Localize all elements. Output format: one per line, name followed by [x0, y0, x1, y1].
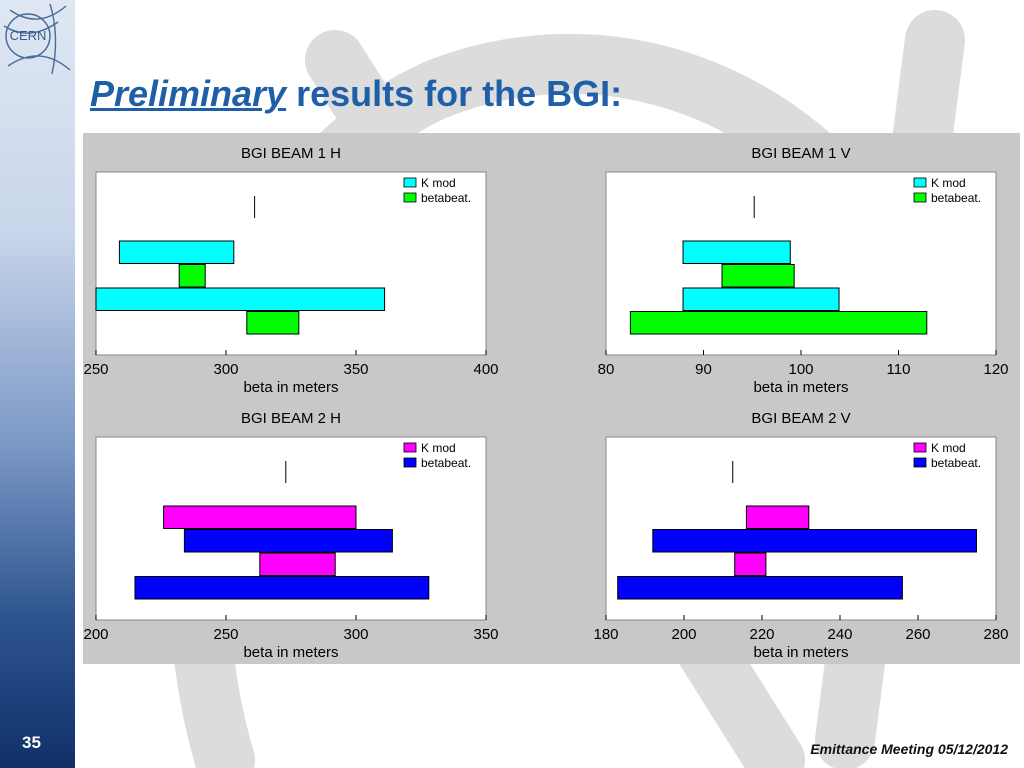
- x-tick-label: 100: [788, 361, 813, 378]
- charts-canvas: BGI BEAM 1 H 250 300 350 400 beta in meters K …: [83, 145, 1009, 661]
- title-rest: results for the BGI:: [296, 73, 623, 114]
- bar: [95, 287, 386, 311]
- x-tick-label: 260: [905, 626, 930, 643]
- bar: [259, 552, 336, 576]
- bar: [183, 529, 393, 553]
- slide-sidebar: CERN 35: [0, 0, 75, 768]
- chart-title: BGI BEAM 2 V: [751, 410, 850, 427]
- legend-swatch: [403, 192, 417, 203]
- x-tick-label: 400: [473, 361, 498, 378]
- slide-title: Preliminary results for the BGI:: [90, 73, 622, 115]
- x-tick-label: 220: [749, 626, 774, 643]
- legend-label: K mod: [421, 176, 456, 190]
- x-tick-label: 90: [695, 361, 712, 378]
- legend-swatch: [913, 457, 927, 468]
- x-tick-label: 240: [827, 626, 852, 643]
- bar: [134, 576, 430, 600]
- legend-label: betabeat.: [931, 456, 981, 470]
- bar: [652, 529, 977, 553]
- bar: [246, 311, 300, 335]
- chart-2: BGI BEAM 1 V 80 90 100 110 120 beta in meters K…: [598, 145, 1009, 396]
- x-tick-label: 250: [213, 626, 238, 643]
- legend-label: K mod: [421, 441, 456, 455]
- bar: [629, 311, 928, 335]
- x-axis-label: beta in meters: [243, 644, 338, 661]
- x-tick-label: 280: [983, 626, 1008, 643]
- legend-label: K mod: [931, 176, 966, 190]
- bar: [745, 505, 810, 529]
- bar: [617, 576, 903, 600]
- x-axis-label: beta in meters: [753, 379, 848, 396]
- x-tick-label: 300: [343, 626, 368, 643]
- x-axis-label: beta in meters: [753, 644, 848, 661]
- legend-label: K mod: [931, 441, 966, 455]
- x-tick-label: 350: [343, 361, 368, 378]
- chart-3: BGI BEAM 2 H 200 250 300 350 beta in meters K …: [83, 410, 498, 661]
- x-tick-label: 120: [983, 361, 1008, 378]
- bar: [734, 552, 767, 576]
- bar: [682, 287, 840, 311]
- x-tick-label: 80: [598, 361, 615, 378]
- x-tick-label: 110: [887, 361, 911, 378]
- chart-4: BGI BEAM 2 V 180 200 220 240 260 280 beta in me…: [593, 410, 1008, 661]
- x-tick-label: 200: [671, 626, 696, 643]
- svg-text:CERN: CERN: [10, 28, 47, 43]
- legend-swatch: [403, 457, 417, 468]
- legend-label: betabeat.: [421, 456, 471, 470]
- x-tick-label: 350: [473, 626, 498, 643]
- bar: [721, 264, 795, 288]
- chart-title: BGI BEAM 1 V: [751, 145, 850, 162]
- x-tick-label: 180: [593, 626, 618, 643]
- x-tick-label: 200: [83, 626, 108, 643]
- x-tick-label: 250: [83, 361, 108, 378]
- chart-1: BGI BEAM 1 H 250 300 350 400 beta in meters K …: [83, 145, 498, 396]
- chart-title: BGI BEAM 1 H: [241, 145, 341, 162]
- title-emphasis: Preliminary: [90, 73, 287, 114]
- legend-swatch: [913, 442, 927, 453]
- chart-title: BGI BEAM 2 H: [241, 410, 341, 427]
- slide-footer: Emittance Meeting 05/12/2012: [810, 741, 1008, 757]
- bar: [118, 240, 235, 264]
- legend-swatch: [403, 442, 417, 453]
- legend-swatch: [913, 192, 927, 203]
- charts-panel: BGI BEAM 1 H 250 300 350 400 beta in meters K …: [83, 133, 1020, 664]
- legend-swatch: [403, 177, 417, 188]
- bar: [163, 505, 357, 529]
- bar: [682, 240, 791, 264]
- legend-label: betabeat.: [421, 191, 471, 205]
- legend-label: betabeat.: [931, 191, 981, 205]
- cern-logo: CERN: [3, 3, 71, 75]
- x-axis-label: beta in meters: [243, 379, 338, 396]
- x-tick-label: 300: [213, 361, 238, 378]
- legend-swatch: [913, 177, 927, 188]
- bar: [178, 264, 206, 288]
- slide-number: 35: [22, 733, 41, 752]
